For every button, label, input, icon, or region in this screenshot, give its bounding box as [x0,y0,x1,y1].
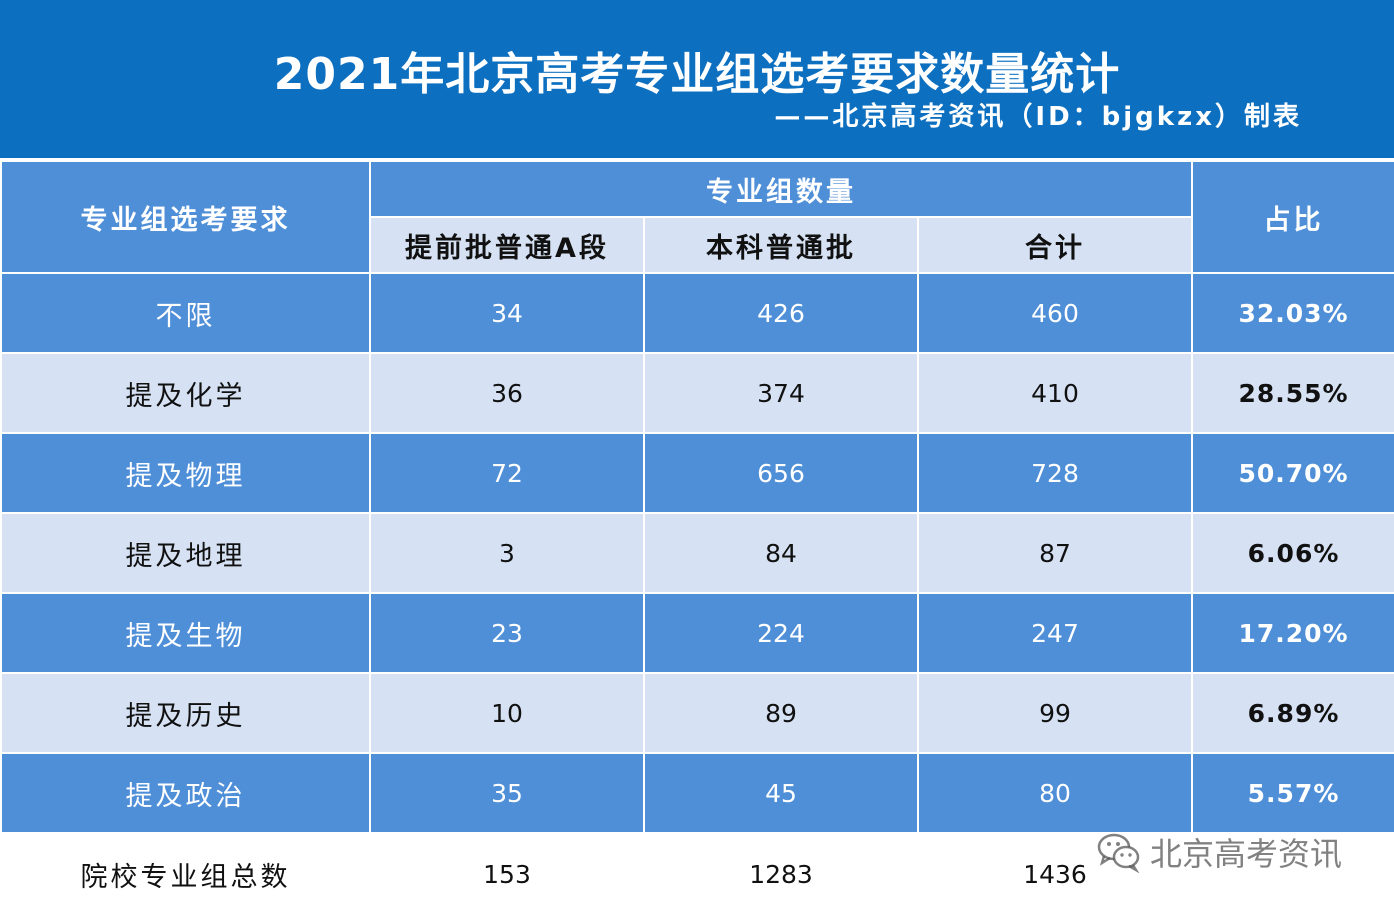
cell-col-b: 426 [643,272,919,354]
table-row: 提及物理 72 656 728 50.70% [0,432,1394,514]
header-col-a: 提前批普通A段 [369,216,645,274]
stats-table: 专业组选考要求 专业组数量 占比 提前批普通A段 本科普通批 合计 不限 34 … [0,160,1394,916]
wechat-icon [1097,833,1140,873]
cell-col-b: 84 [643,512,919,594]
watermark-text: 北京高考资讯 [1150,835,1343,873]
cell-col-b: 656 [643,432,919,514]
cell-total: 728 [916,432,1194,514]
header-group-count: 专业组数量 [368,160,1194,218]
cell-total: 99 [916,672,1194,754]
cell-total: 80 [916,752,1194,834]
table-row: 提及地理 3 84 87 6.06% [0,512,1394,594]
cell-col-b: 89 [643,672,919,754]
row-label: 提及生物 [0,592,371,674]
cell-col-b: 374 [643,352,919,434]
header-col-total: 合计 [916,216,1194,274]
cell-col-a: 23 [369,592,645,674]
total-col-a: 153 [369,832,645,916]
cell-col-a: 10 [369,672,645,754]
cell-ratio: 32.03% [1191,272,1394,354]
cell-total: 87 [916,512,1194,594]
cell-ratio: 5.57% [1191,752,1394,834]
header-col-b: 本科普通批 [643,216,919,274]
cell-col-a: 36 [369,352,645,434]
cell-total: 410 [916,352,1194,434]
total-col-total: 1436 [916,832,1194,916]
cell-total: 247 [916,592,1194,674]
row-label: 提及历史 [0,672,371,754]
page-subtitle: ——北京高考资讯（ID：bjgkzx）制表 [774,102,1302,132]
row-label: 提及物理 [0,432,371,514]
total-col-b: 1283 [643,832,919,916]
header-requirement: 专业组选考要求 [0,160,371,274]
row-label: 提及化学 [0,352,371,434]
cell-total: 460 [916,272,1194,354]
header-ratio: 占比 [1191,160,1394,274]
cell-ratio: 17.20% [1191,592,1394,674]
row-label: 提及地理 [0,512,371,594]
cell-col-b: 224 [643,592,919,674]
table-row: 提及历史 10 89 99 6.89% [0,672,1394,754]
total-row: 院校专业组总数 153 1283 1436 [0,832,1394,916]
row-label: 不限 [0,272,371,354]
title-band: 2021年北京高考专业组选考要求数量统计 ——北京高考资讯（ID：bjgkzx）… [0,0,1394,160]
table-row: 提及政治 35 45 80 5.57% [0,752,1394,834]
total-ratio-empty [1191,832,1394,916]
watermark: 北京高考资讯 [1096,824,1356,880]
cell-ratio: 6.06% [1191,512,1394,594]
table-row: 提及生物 23 224 247 17.20% [0,592,1394,674]
cell-col-a: 3 [369,512,645,594]
page-title: 2021年北京高考专业组选考要求数量统计 [273,49,1121,100]
cell-col-a: 72 [369,432,645,514]
table-row: 提及化学 36 374 410 28.55% [0,352,1394,434]
cell-ratio: 6.89% [1191,672,1394,754]
cell-col-a: 35 [369,752,645,834]
cell-col-b: 45 [643,752,919,834]
cell-ratio: 28.55% [1191,352,1394,434]
row-label: 提及政治 [0,752,371,834]
cell-ratio: 50.70% [1191,432,1394,514]
table-row: 不限 34 426 460 32.03% [0,272,1394,354]
total-row-label: 院校专业组总数 [0,832,371,916]
cell-col-a: 34 [369,272,645,354]
